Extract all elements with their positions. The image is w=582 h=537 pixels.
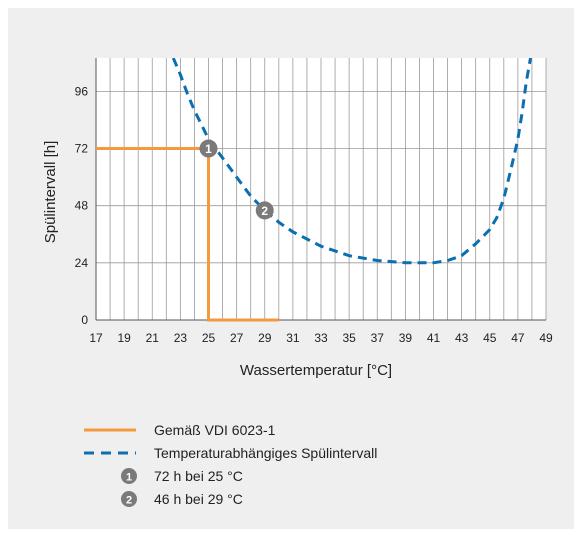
y-axis-label: Spülintervall [h] xyxy=(42,141,59,244)
chart-svg: 12 17 19 21 23 25 27 29 31 33 35 37 39 41 43 45 47 49024… xyxy=(42,58,553,507)
x-tick-label: 29 xyxy=(258,331,272,345)
y-tick-label: 0 xyxy=(81,313,88,327)
legend-marker-circle-1 xyxy=(121,468,137,484)
chart-markers: 12 xyxy=(199,139,274,220)
x-tick-label: 17 xyxy=(89,331,103,345)
x-tick-label: 47 xyxy=(511,331,525,345)
x-tick-label: 27 xyxy=(230,331,244,345)
chart-ticks: 17 19 21 23 25 27 29 31 33 35 37 39 41 43 45 47 49024487… xyxy=(75,84,553,345)
y-tick-label: 96 xyxy=(75,84,89,98)
legend-marker-label: 2 xyxy=(126,495,132,507)
legend-marker-circle-2 xyxy=(121,491,137,507)
annotation-marker-1: 1 xyxy=(199,139,218,158)
x-axis-label: Wassertemperatur [°C] xyxy=(240,362,392,379)
legend-annotation-text-1: 72 h bei 25 °C xyxy=(154,468,243,484)
annotation-marker-circle xyxy=(199,139,218,158)
x-tick-label: 25 xyxy=(202,331,216,345)
y-tick-label: 72 xyxy=(75,142,89,156)
x-tick-label: 33 xyxy=(314,331,328,345)
legend-entry-2: Temperaturabhängiges Spülintervall xyxy=(154,445,377,461)
x-tick-label: 41 xyxy=(427,331,441,345)
legend: Gemäß VDI 6023-1 Temperaturabhängiges Spü… xyxy=(84,422,377,507)
x-tick-label: 39 xyxy=(399,331,413,345)
x-tick-label: 23 xyxy=(174,331,188,345)
x-tick-label: 43 xyxy=(455,331,469,345)
x-tick-label: 35 xyxy=(342,331,356,345)
y-tick-label: 48 xyxy=(75,199,89,213)
x-tick-label: 31 xyxy=(286,331,300,345)
x-tick-label: 49 xyxy=(539,331,553,345)
series-line-vdi xyxy=(96,147,279,322)
annotation-marker-label: 1 xyxy=(205,142,212,156)
x-tick-label: 19 xyxy=(117,331,131,345)
legend-entry-1: Gemäß VDI 6023-1 xyxy=(154,422,276,438)
x-tick-label: 21 xyxy=(146,331,160,345)
legend-marker-label: 1 xyxy=(126,472,132,484)
annotation-marker-circle xyxy=(255,201,274,220)
legend-annotation-text-2: 46 h bei 29 °C xyxy=(154,491,243,507)
annotation-marker-label: 2 xyxy=(261,204,268,218)
y-tick-label: 24 xyxy=(75,256,89,270)
x-tick-label: 45 xyxy=(483,331,497,345)
annotation-marker-2: 2 xyxy=(255,201,274,220)
chart-grid xyxy=(95,58,547,321)
x-tick-label: 37 xyxy=(371,331,385,345)
